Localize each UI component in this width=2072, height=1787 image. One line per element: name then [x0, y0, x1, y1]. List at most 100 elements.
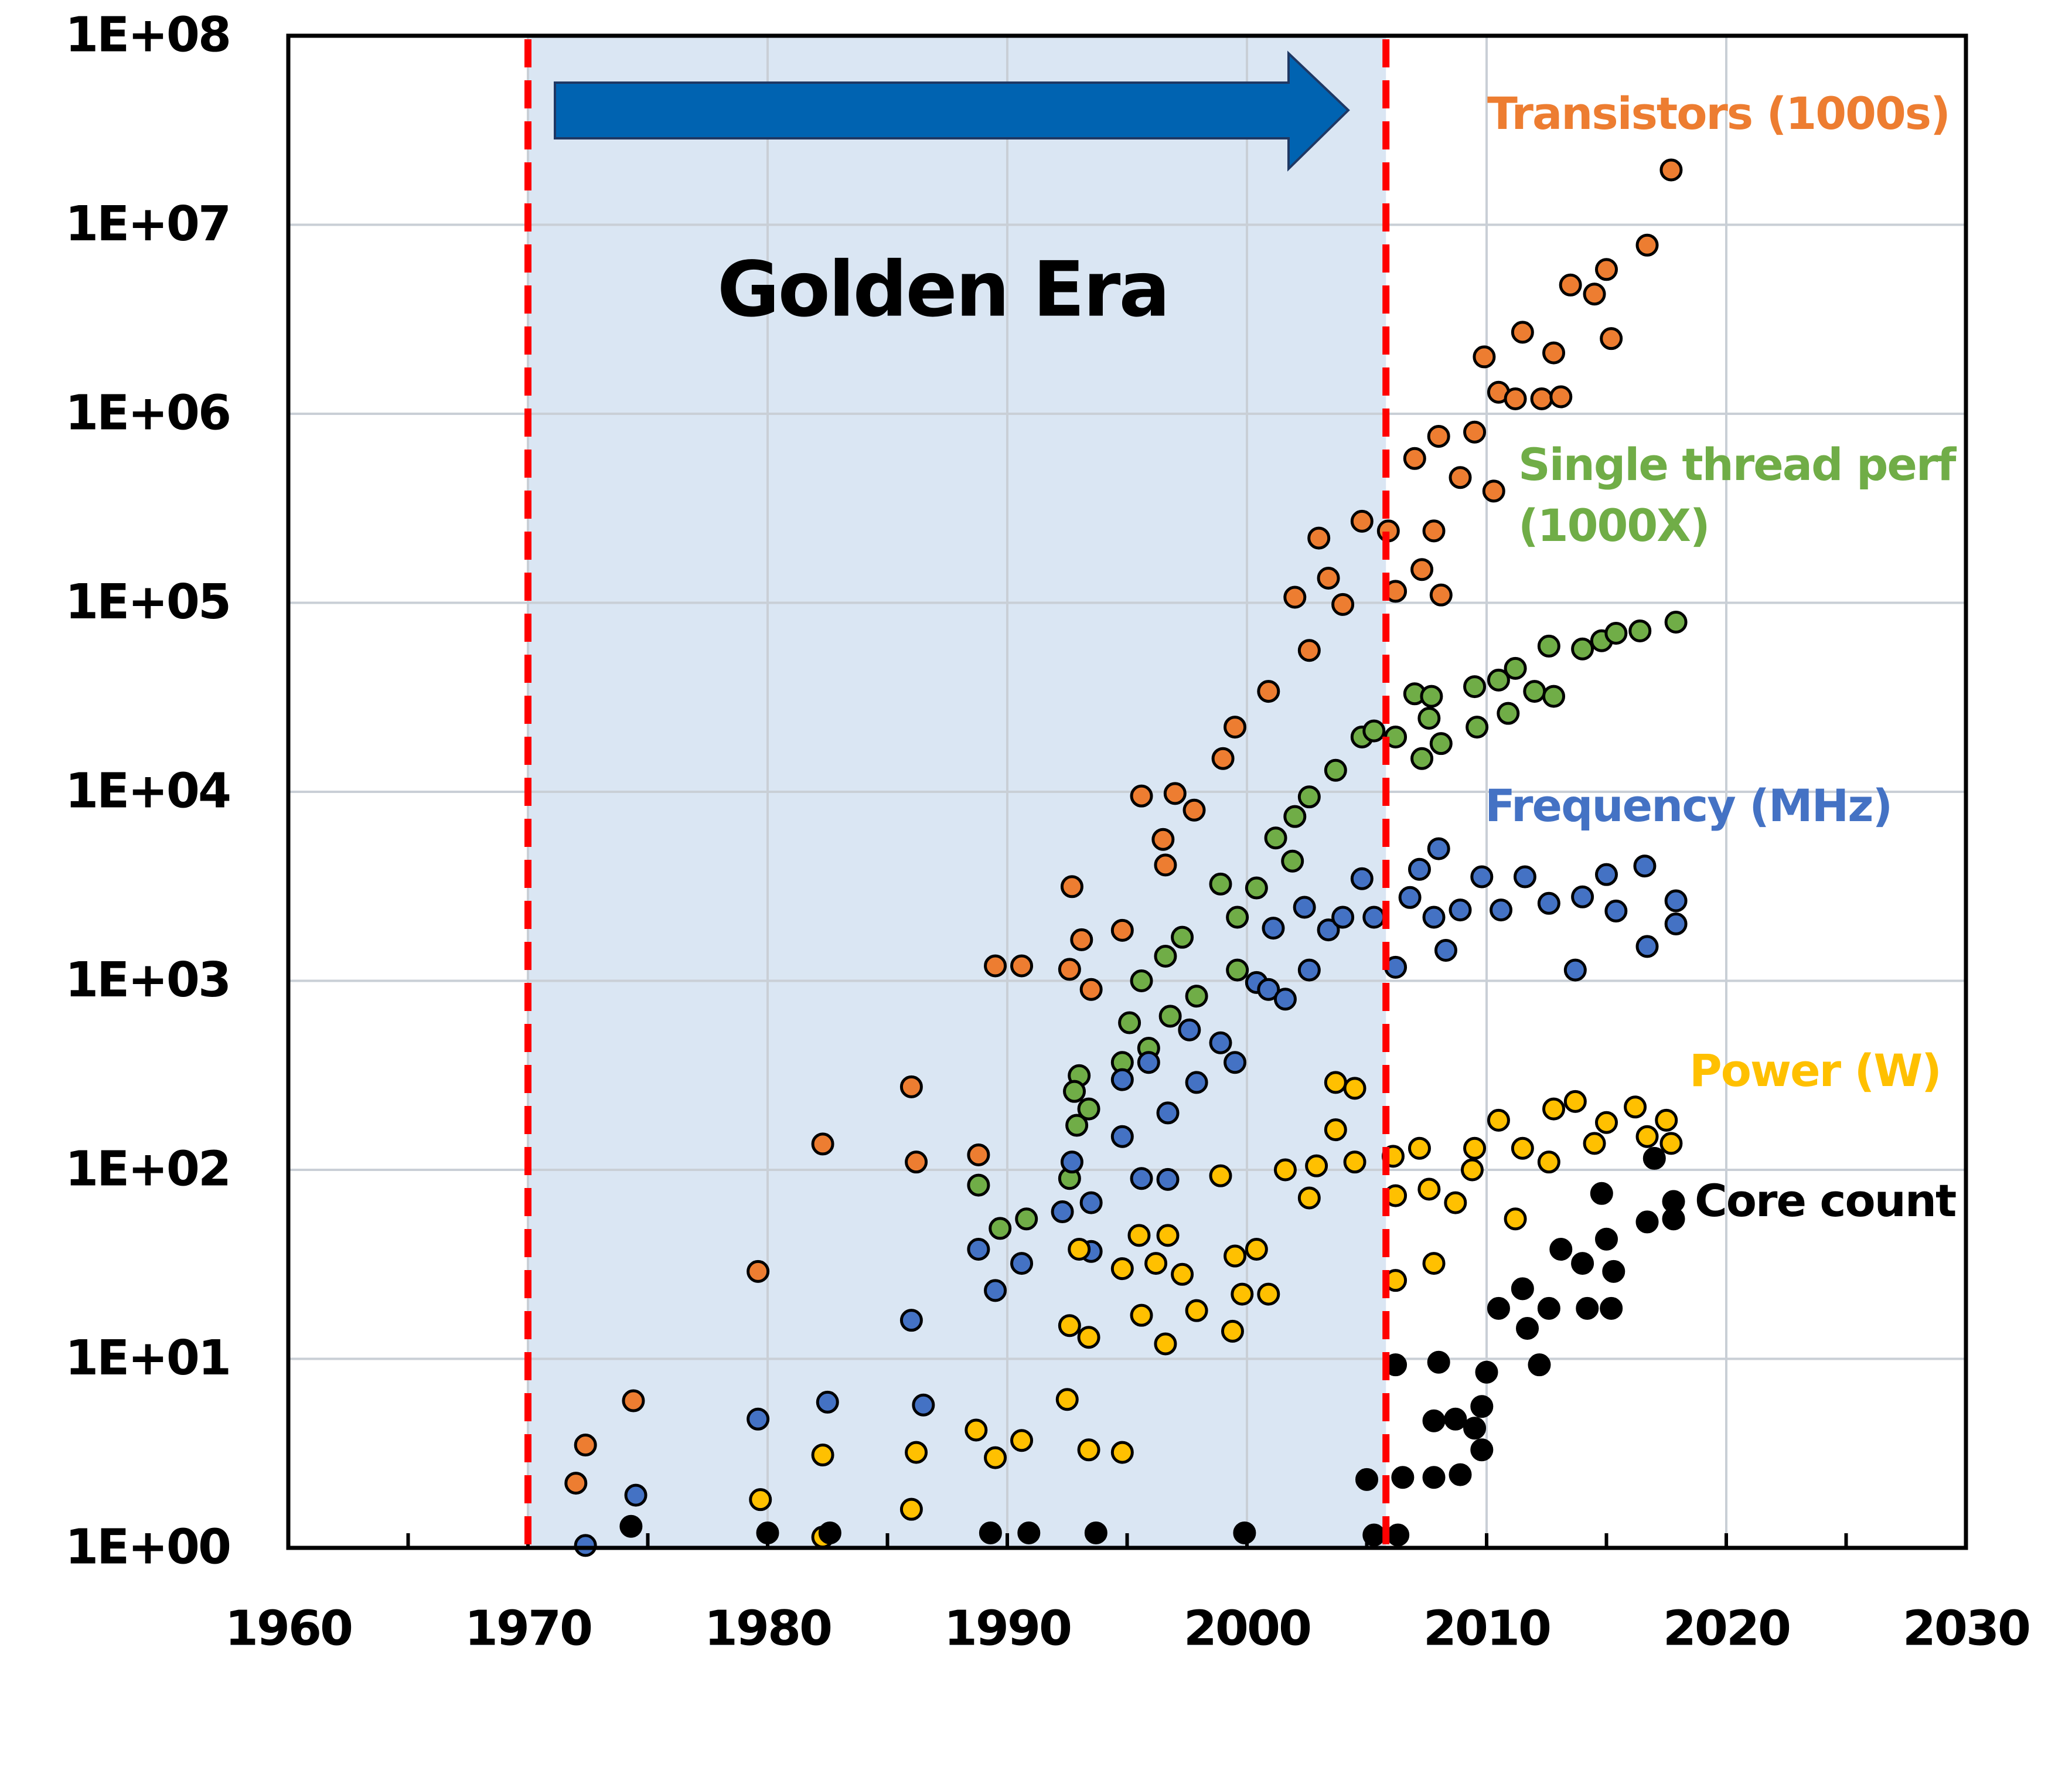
point [1297, 639, 1321, 662]
point [1504, 1207, 1527, 1231]
point [747, 1407, 770, 1431]
point [1659, 1132, 1683, 1155]
point [1542, 1097, 1566, 1121]
point [1209, 1031, 1232, 1054]
point [1350, 509, 1374, 533]
point [967, 1173, 990, 1197]
point [1051, 1200, 1074, 1224]
x-tick-label: 2000 [1184, 1601, 1310, 1656]
point [1635, 233, 1659, 257]
point [1257, 1282, 1280, 1306]
point [1017, 1521, 1041, 1544]
point [1600, 327, 1623, 350]
point [1504, 656, 1527, 680]
point [1362, 1523, 1386, 1547]
point [1449, 466, 1472, 489]
point [1530, 387, 1553, 410]
x-tick-label: 2010 [1423, 1601, 1550, 1656]
point [1130, 1167, 1153, 1190]
point [1324, 1071, 1347, 1094]
point [1664, 611, 1688, 634]
y-tick-label: 1E+02 [65, 1141, 230, 1197]
point [1070, 928, 1093, 951]
point [1077, 1438, 1100, 1462]
point [1408, 1136, 1431, 1160]
point [1504, 387, 1527, 410]
point [574, 1434, 597, 1457]
point [1084, 1521, 1107, 1544]
y-tick-label: 1E+01 [65, 1330, 230, 1386]
point [899, 1309, 923, 1332]
point [1528, 1353, 1551, 1377]
point [624, 1483, 648, 1507]
point [1297, 958, 1321, 982]
point [1559, 273, 1582, 297]
series-label-line: (1000X) [1518, 499, 1709, 552]
y-tick-label: 1E+08 [65, 7, 230, 63]
point [1130, 969, 1153, 992]
point [1283, 805, 1307, 828]
point [1422, 519, 1446, 543]
point [1185, 1071, 1208, 1094]
y-tick-label: 1E+05 [65, 574, 230, 630]
point [1127, 1224, 1151, 1247]
point [1624, 1095, 1647, 1119]
point [1463, 420, 1487, 444]
point [1065, 1114, 1089, 1137]
point [1595, 1227, 1618, 1251]
point [1297, 785, 1321, 809]
point [1015, 1207, 1038, 1231]
point [1642, 1146, 1666, 1170]
point [1523, 680, 1546, 703]
point [1429, 583, 1453, 607]
series-label: Transistors (1000s) [1487, 87, 1950, 139]
point [1130, 1303, 1153, 1327]
point [1635, 1210, 1659, 1234]
point [1010, 1252, 1034, 1275]
point [1487, 668, 1510, 692]
point [1156, 1224, 1180, 1247]
point [1490, 898, 1513, 922]
point [747, 1260, 770, 1283]
series-label: Power (W) [1689, 1044, 1941, 1097]
point [1281, 849, 1304, 873]
point [1422, 1252, 1446, 1275]
point [1635, 1125, 1659, 1148]
point [811, 1132, 834, 1156]
point [1283, 586, 1307, 609]
point [574, 1534, 597, 1557]
point [1224, 716, 1247, 739]
point [1317, 566, 1340, 590]
point [1355, 1468, 1378, 1491]
point [1144, 1252, 1168, 1275]
y-tick-label: 1E+04 [65, 763, 230, 819]
point [1487, 1296, 1510, 1320]
point [1154, 944, 1177, 968]
point [1324, 758, 1347, 782]
point [1417, 1177, 1441, 1201]
point [1595, 863, 1618, 886]
point [1655, 1108, 1678, 1132]
point [967, 1143, 990, 1166]
point [1209, 872, 1232, 896]
series-label: Core count [1695, 1175, 1956, 1227]
point [1422, 1466, 1446, 1489]
point [1185, 1299, 1208, 1322]
point [1055, 1388, 1079, 1411]
overlay: Golden Era Transistors (1000s) Single thr… [286, 33, 1968, 1550]
point [1600, 1296, 1623, 1320]
point [1154, 853, 1177, 877]
point [564, 1472, 588, 1495]
point [1482, 479, 1505, 503]
point [1511, 321, 1534, 344]
point [1549, 1238, 1573, 1261]
point [1110, 1068, 1134, 1091]
annotation: Golden Era [717, 245, 1168, 334]
point [1307, 526, 1331, 550]
point [1537, 1296, 1560, 1320]
point [1590, 1182, 1613, 1205]
point [1537, 634, 1560, 658]
point [1463, 1136, 1487, 1160]
point [1444, 1407, 1467, 1431]
